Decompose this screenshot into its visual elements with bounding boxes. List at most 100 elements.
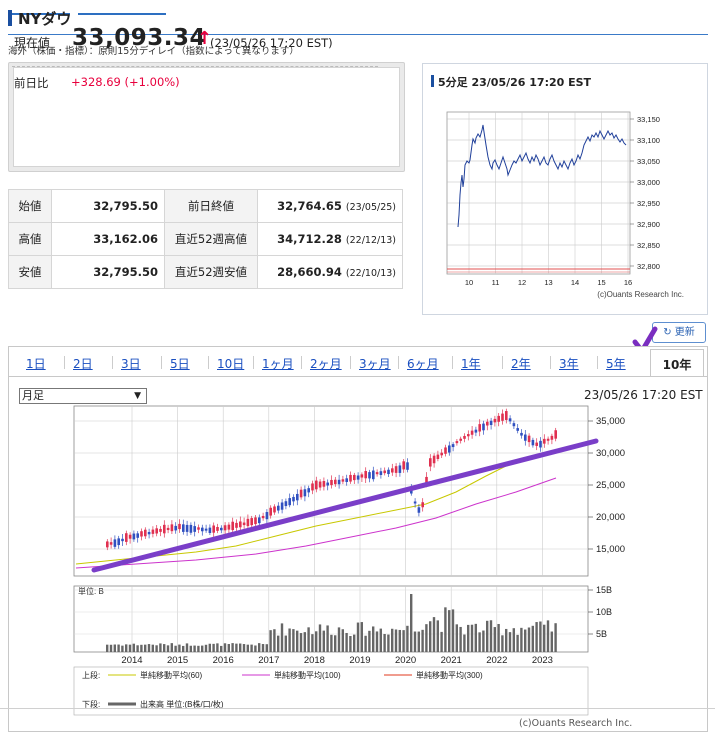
tab-4[interactable]: 10日 [217, 357, 245, 371]
tab-2[interactable]: 3日 [121, 357, 141, 371]
candle-body [406, 462, 409, 470]
candle-body [413, 501, 417, 504]
chart-credit: (c)Ouants Research Inc. [519, 718, 633, 729]
price-timestamp: (23/05/26 17:20 EST) [210, 36, 333, 50]
tab-5[interactable]: 1ヶ月 [262, 357, 294, 371]
volume-bar [364, 635, 367, 652]
monthly-candles [106, 408, 557, 551]
tab-9[interactable]: 1年 [461, 357, 481, 371]
candle-body [239, 521, 242, 528]
tab-0[interactable]: 1日 [26, 357, 46, 371]
tab-11[interactable]: 3年 [559, 357, 579, 371]
table-row: 始値 32,795.50 前日終値 32,764.65 (23/05/25) [8, 189, 403, 223]
volume-bar [436, 620, 439, 652]
candle-body [531, 439, 535, 446]
volume-bar [486, 620, 489, 652]
tab-8[interactable]: 6ヶ月 [407, 357, 439, 371]
intraday-chart-box[interactable] [422, 63, 708, 315]
page-title-text: NYダウ [18, 10, 72, 28]
stat-label: 安値 [8, 255, 52, 289]
candle-body [318, 481, 322, 488]
year-label: 2020 [395, 655, 416, 666]
candle-body [345, 478, 348, 483]
candle-body [337, 479, 341, 485]
stat-date: (23/05/25) [345, 202, 396, 213]
tab-7[interactable]: 3ヶ月 [359, 357, 391, 371]
candle-body [223, 525, 227, 531]
price-box [8, 62, 405, 172]
tab-12[interactable]: 5年 [606, 357, 626, 371]
legend-item-volume: 出来高 単位:(B株/口/枚) [140, 699, 224, 709]
tab-3[interactable]: 5日 [170, 357, 190, 371]
volume-bar [277, 635, 280, 652]
volume-bar [379, 628, 382, 652]
candle-body [174, 525, 177, 531]
candle-body [277, 505, 280, 511]
year-label: 2017 [258, 655, 279, 666]
candle-body [432, 455, 436, 464]
intraday-x-tick: 15 [597, 278, 605, 287]
candle-body [106, 541, 109, 548]
chevron-down-icon: ▼ [134, 391, 141, 401]
candle-period-select[interactable]: 月足 ▼ [19, 388, 147, 404]
candle-body [208, 527, 212, 533]
stat-date: (22/12/13) [345, 235, 396, 246]
moving-average-100-line [75, 477, 557, 569]
current-price-label: 現在値 [14, 36, 51, 50]
title-marker [431, 75, 434, 87]
candle-body [163, 524, 166, 534]
volume-bar [470, 624, 474, 652]
volume-bar [334, 635, 337, 652]
volume-y-tick: 5B [596, 629, 607, 639]
volume-bar [508, 632, 512, 652]
volume-bar [185, 643, 189, 652]
candle-body [216, 526, 219, 531]
candle-body [220, 527, 223, 531]
volume-bar [311, 634, 314, 652]
candle-body [387, 469, 390, 475]
candle-body [486, 421, 489, 426]
intraday-chart: 33,150 33,100 33,050 33,000 32,950 32,900 32,8… [446, 111, 684, 299]
candle-body [258, 517, 261, 524]
top-links-underline [8, 0, 174, 15]
price-y-ticks: 35,000 30,000 25,000 20,000 15,000 [596, 416, 625, 555]
refresh-button[interactable]: ↻ 更新 [652, 322, 706, 343]
tab-6[interactable]: 2ヶ月 [310, 357, 342, 371]
intraday-credit: (c)Ouants Research Inc. [597, 290, 684, 299]
intraday-grid [447, 112, 634, 274]
tab-separator [550, 356, 551, 369]
legend-upper-label: 上段: [82, 670, 100, 680]
candle-body [520, 432, 523, 436]
tab-1[interactable]: 2日 [73, 357, 93, 371]
volume-bar [391, 628, 394, 652]
candle-body [231, 521, 234, 531]
page-title: NYダウ [8, 8, 71, 29]
trend-line [91, 438, 599, 573]
volume-bar [144, 644, 147, 652]
candle-body [493, 418, 497, 423]
candle-body [512, 423, 516, 427]
volume-bar [387, 634, 390, 652]
candle-body [280, 502, 284, 510]
candle-body [189, 524, 193, 533]
tab-separator [398, 356, 399, 369]
candle-body [136, 533, 139, 538]
intraday-x-tick: 13 [544, 278, 552, 287]
candle-body [292, 496, 295, 502]
volume-bar [254, 645, 257, 652]
tab-10y[interactable]: 10年 [650, 349, 704, 380]
candle-body [508, 418, 512, 422]
tab-separator [301, 356, 302, 369]
tab-10[interactable]: 2年 [511, 357, 531, 371]
volume-bar [345, 632, 348, 652]
volume-bar [265, 644, 268, 652]
stat-label: 直近52週安値 [164, 255, 258, 289]
stat-value: 34,712.28 (22/12/13) [257, 222, 403, 256]
candle-body [353, 474, 356, 481]
period-tab-bar [8, 346, 708, 378]
candle-body [254, 517, 257, 525]
volume-bar [318, 624, 322, 652]
intraday-y-tick: 32,900 [637, 220, 660, 229]
stat-value: 32,795.50 [51, 189, 165, 223]
intraday-x-tick: 16 [624, 278, 632, 287]
